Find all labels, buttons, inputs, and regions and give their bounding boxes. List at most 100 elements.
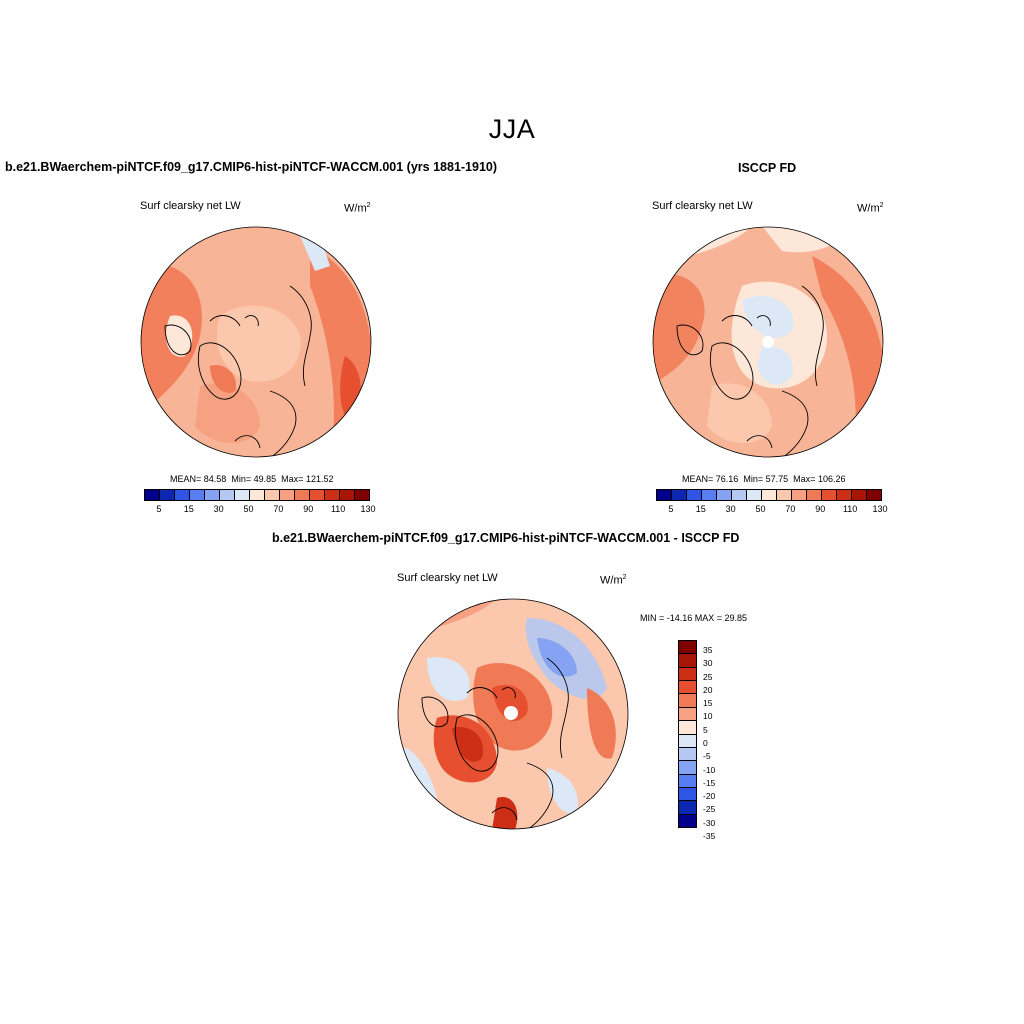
diff-minmax-label: MIN = -14.16 MAX = 29.85	[640, 613, 748, 623]
model-polar-map	[140, 226, 372, 458]
model-colorbar	[144, 489, 370, 501]
model-colorbar-swatch	[175, 490, 190, 500]
diff-colorbar-swatch	[679, 774, 696, 788]
obs-colorbar-swatch	[732, 490, 747, 500]
model-colorbar-tick-label: 110	[330, 504, 346, 514]
model-colorbar-ticks: 5 15 30 50 70 90 110 130	[144, 504, 375, 516]
diff-colorbar-tick-label: 15	[703, 698, 713, 709]
diff-colorbar-tick-label: 30	[703, 658, 713, 669]
obs-min-value: 57.75	[765, 474, 789, 484]
diff-polar-map	[397, 598, 629, 830]
model-colorbar-swatch	[310, 490, 325, 500]
obs-colorbar-ticks: 5 15 30 50 70 90 110 130	[656, 504, 887, 516]
obs-polar-map	[652, 226, 884, 458]
model-mean-value: 84.58	[203, 474, 227, 484]
diff-colorbar-swatch	[679, 814, 696, 828]
obs-colorbar-swatch	[762, 490, 777, 500]
obs-colorbar-swatch	[822, 490, 837, 500]
obs-max-value: 106.26	[817, 474, 846, 484]
obs-colorbar-swatch	[852, 490, 867, 500]
model-variable-label: Surf clearsky net LW	[140, 200, 241, 212]
diff-colorbar-swatch	[679, 641, 696, 655]
diff-colorbar-swatch	[679, 667, 696, 682]
model-colorbar-swatch	[355, 490, 369, 500]
main-title: JJA	[488, 114, 536, 144]
obs-colorbar-swatch	[807, 490, 822, 500]
model-colorbar-swatch	[340, 490, 355, 500]
obs-stats: MEAN= 76.16 Min= 57.75 Max= 106.26	[682, 474, 845, 484]
obs-colorbar-swatch	[717, 490, 732, 500]
obs-colorbar-tick-label: 130	[872, 504, 888, 514]
diff-colorbar-swatch	[679, 707, 696, 722]
diff-colorbar-tick-label: -35	[703, 830, 716, 841]
model-colorbar-tick-label: 5	[156, 504, 162, 514]
model-colorbar-swatch	[205, 490, 220, 500]
diff-variable-label: Surf clearsky net LW	[397, 572, 498, 584]
model-colorbar-swatch	[160, 490, 175, 500]
obs-panel-title: ISCCP FD	[738, 161, 797, 175]
diff-colorbar-tick-label: -15	[703, 777, 716, 788]
model-min-label: Min=	[231, 474, 252, 484]
diff-colorbar	[678, 640, 697, 828]
model-colorbar-tick-label: 50	[243, 504, 254, 514]
diff-colorbar-tick-label: -30	[703, 817, 716, 828]
diff-colorbar-swatch	[679, 801, 696, 815]
diff-colorbar-swatch	[679, 734, 696, 748]
obs-min-label: Min=	[743, 474, 764, 484]
diff-colorbar-tick-label: -5	[703, 751, 711, 762]
model-units-label: W/m2	[344, 202, 371, 215]
model-colorbar-swatch	[220, 490, 235, 500]
diff-colorbar-swatch	[679, 654, 696, 668]
diff-colorbar-tick-label: -10	[703, 764, 716, 775]
diff-colorbar-tick-label: -25	[703, 804, 716, 815]
obs-colorbar-swatch	[702, 490, 717, 500]
diff-colorbar-tick-label: 20	[703, 684, 713, 695]
model-colorbar-swatch	[190, 490, 205, 500]
obs-colorbar-swatch	[672, 490, 687, 500]
diff-units-label: W/m2	[600, 574, 627, 587]
diff-colorbar-swatch	[679, 761, 696, 775]
model-colorbar-tick-label: 30	[213, 504, 224, 514]
obs-colorbar-swatch	[777, 490, 792, 500]
obs-mean-value: 76.16	[715, 474, 739, 484]
model-colorbar-tick-label: 15	[183, 504, 194, 514]
obs-colorbar-swatch	[792, 490, 807, 500]
obs-colorbar-tick-label: 90	[815, 504, 826, 514]
obs-colorbar-tick-label: 110	[842, 504, 858, 514]
obs-colorbar-tick-label: 70	[785, 504, 796, 514]
diff-colorbar-swatch	[679, 787, 696, 802]
obs-colorbar-swatch	[867, 490, 881, 500]
obs-colorbar-tick-label: 30	[725, 504, 736, 514]
model-colorbar-swatch	[280, 490, 295, 500]
model-colorbar-tick-label: 90	[303, 504, 314, 514]
model-colorbar-tick-label: 70	[273, 504, 284, 514]
diff-panel-title: b.e21.BWaerchem-piNTCF.f09_g17.CMIP6-his…	[272, 531, 740, 545]
obs-variable-label: Surf clearsky net LW	[652, 200, 753, 212]
model-panel-title: b.e21.BWaerchem-piNTCF.f09_g17.CMIP6-his…	[5, 160, 498, 174]
diff-colorbar-swatch	[679, 681, 696, 695]
model-colorbar-swatch	[250, 490, 265, 500]
model-colorbar-swatch	[145, 490, 160, 500]
model-colorbar-tick-label: 130	[360, 504, 376, 514]
diff-colorbar-tick-label: 35	[703, 644, 713, 655]
diff-colorbar-tick-label: -20	[703, 791, 716, 802]
model-colorbar-swatch	[325, 490, 340, 500]
obs-mean-label: MEAN=	[682, 474, 714, 484]
diff-colorbar-ticks: 35 30 25 20 15 10 5 0 -5 -10 -15 -20 -25 -30 -35	[703, 640, 733, 841]
diff-colorbar-tick-label: 10	[703, 711, 713, 722]
diff-colorbar-swatch	[679, 694, 696, 708]
obs-colorbar-swatch	[837, 490, 852, 500]
diff-colorbar-swatch	[679, 721, 696, 735]
obs-colorbar	[656, 489, 882, 501]
diff-colorbar-tick-label: 0	[703, 737, 708, 748]
model-colorbar-swatch	[295, 490, 310, 500]
diff-colorbar-tick-label: 5	[703, 724, 708, 735]
model-colorbar-swatch	[235, 490, 250, 500]
model-stats: MEAN= 84.58 Min= 49.85 Max= 121.52	[170, 474, 333, 484]
model-colorbar-swatch	[265, 490, 280, 500]
obs-units-label: W/m2	[857, 202, 884, 215]
obs-colorbar-tick-label: 15	[695, 504, 706, 514]
model-min-value: 49.85	[253, 474, 277, 484]
obs-colorbar-tick-label: 5	[668, 504, 674, 514]
diff-colorbar-tick-label: 25	[703, 671, 713, 682]
